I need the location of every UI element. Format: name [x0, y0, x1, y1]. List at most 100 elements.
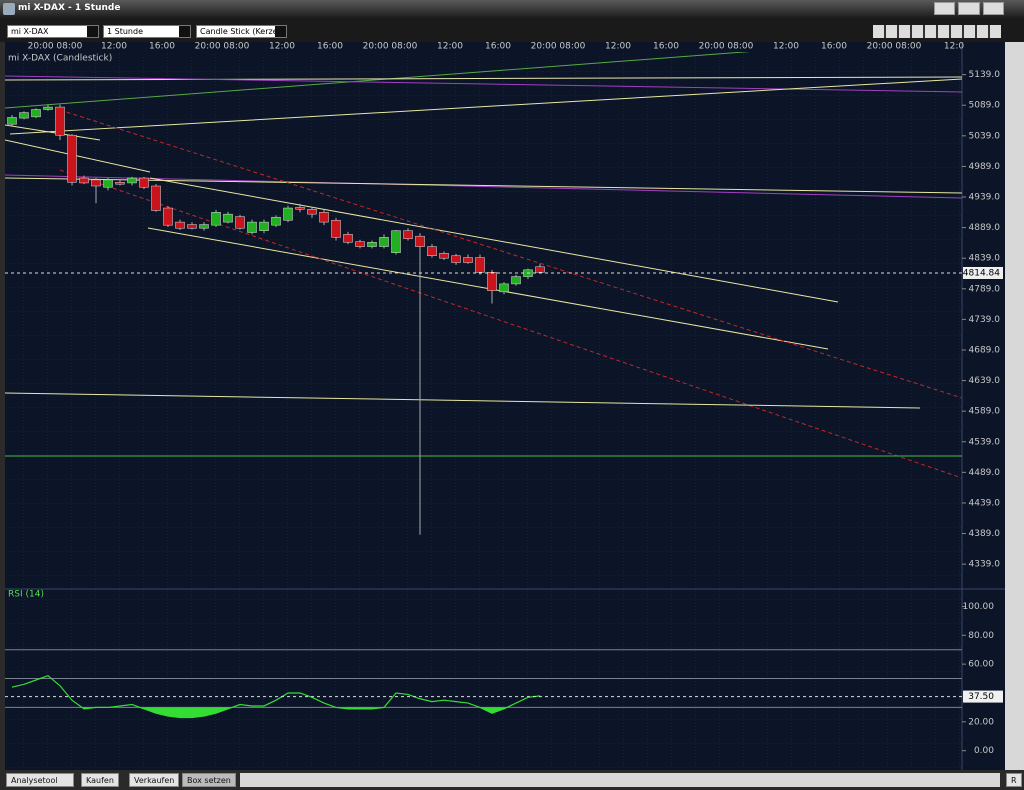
y-tick-label: 0.00 [974, 746, 994, 756]
y-tick-label: 4739.0 [969, 315, 1001, 325]
candle-body [319, 212, 329, 223]
x-tick-label: 12:00 [773, 42, 799, 52]
candle-body [463, 257, 473, 263]
title-bar: mi X-DAX - 1 Stunde [0, 0, 1024, 18]
y-tick-label: 4889.0 [969, 223, 1001, 233]
y-tick-label: 5139.0 [969, 70, 1001, 80]
app-icon [3, 3, 15, 15]
candle-body [211, 212, 221, 226]
candle-body [103, 179, 113, 188]
candle-body [67, 134, 77, 183]
candle-body [331, 220, 341, 238]
toolbar-icons[interactable] [873, 25, 1001, 38]
candle-body [391, 230, 401, 253]
y-tick-label: 4939.0 [969, 193, 1001, 203]
x-tick-label: 12:0 [944, 42, 964, 52]
x-tick-label: 12:00 [101, 42, 127, 52]
candle-body [439, 253, 449, 259]
candle-body [499, 283, 509, 293]
candle-body [151, 185, 161, 211]
x-tick-label: 12:00 [437, 42, 463, 52]
candle-body [487, 272, 497, 291]
candle-body [307, 209, 317, 215]
style-select[interactable]: Candle Stick (Kerze [196, 25, 287, 38]
y-tick-label: 4689.0 [969, 345, 1001, 355]
y-tick-label: 100.00 [963, 602, 995, 612]
candle-body [55, 106, 65, 136]
last-value-box [963, 690, 1003, 703]
candle-body [175, 221, 185, 229]
candle-body [379, 237, 389, 247]
reset-button[interactable]: R [1006, 773, 1022, 787]
candle-body [403, 230, 413, 239]
candle-body [367, 242, 377, 247]
x-tick-label: 16:00 [821, 42, 847, 52]
last-price-label: 4814.84 [963, 268, 1000, 278]
x-tick-label: 20:00 08:00 [867, 42, 922, 52]
y-tick-label: 80.00 [968, 631, 994, 641]
candle-body [31, 109, 41, 118]
candle-body [235, 216, 245, 229]
instrument-select[interactable]: mi X-DAX [7, 25, 99, 38]
candle-body [163, 207, 173, 226]
y-tick-label: 4839.0 [969, 254, 1001, 264]
x-tick-label: 20:00 08:00 [363, 42, 418, 52]
x-tick-label: 20:00 08:00 [699, 42, 754, 52]
x-tick-label: 12:00 [605, 42, 631, 52]
x-tick-label: 16:00 [653, 42, 679, 52]
candle-body [187, 224, 197, 229]
y-tick-label: 20.00 [968, 717, 994, 727]
candle-body [535, 266, 545, 273]
candle-body [451, 255, 461, 263]
x-tick-label: 12:00 [269, 42, 295, 52]
candle-body [343, 234, 353, 243]
x-tick-label: 20:00 08:00 [28, 42, 83, 52]
candle-body [7, 117, 17, 125]
axis-background [962, 42, 1005, 770]
sell-button[interactable]: Verkaufen [129, 773, 180, 787]
candle-body [43, 106, 53, 110]
candle-body [91, 179, 101, 187]
oversold-fill [12, 707, 540, 718]
candle-body [247, 221, 257, 233]
y-tick-label: 4989.0 [969, 162, 1001, 172]
rsi-line [11, 674, 541, 719]
candle-body [295, 207, 305, 210]
candle-body [271, 216, 281, 226]
candle-body [199, 224, 209, 229]
grid-pattern [5, 52, 962, 768]
candle-body [223, 213, 233, 223]
candle-body [19, 112, 29, 119]
candle-body [427, 246, 437, 257]
y-tick-label: 4789.0 [969, 284, 1001, 294]
interval-select[interactable]: 1 Stunde [103, 25, 191, 38]
candle-body [283, 207, 293, 221]
y-tick-label: 4489.0 [969, 468, 1001, 478]
x-tick-label: 16:00 [485, 42, 511, 52]
y-tick-label: 60.00 [968, 660, 994, 670]
last-price-box [963, 266, 1003, 279]
y-tick-label: 4539.0 [969, 437, 1001, 447]
toolbar: mi X-DAX 1 Stunde Candle Stick (Kerze [0, 18, 1024, 42]
box-button[interactable]: Box setzen [182, 773, 236, 787]
bottom-bar [0, 770, 1024, 790]
buy-button[interactable]: Kaufen [81, 773, 119, 787]
scrollbar[interactable] [1005, 42, 1024, 790]
y-tick-label: 5039.0 [969, 131, 1001, 141]
candle-body [127, 177, 137, 184]
candle-body [355, 241, 365, 247]
candle-body [139, 177, 149, 188]
candle-body [259, 221, 269, 231]
window-controls[interactable] [934, 2, 1004, 15]
candle-body [79, 177, 89, 184]
y-tick-label: 5089.0 [969, 101, 1001, 111]
y-tick-label: 4389.0 [969, 529, 1001, 539]
panel-title: RSI (14) [8, 590, 44, 600]
candle-body [475, 257, 485, 273]
analysis-tool-button[interactable]: Analysetool [6, 773, 74, 787]
candle-body [415, 235, 425, 247]
last-value-label: 37.50 [968, 692, 994, 702]
h-scrollbar[interactable] [240, 773, 1000, 787]
